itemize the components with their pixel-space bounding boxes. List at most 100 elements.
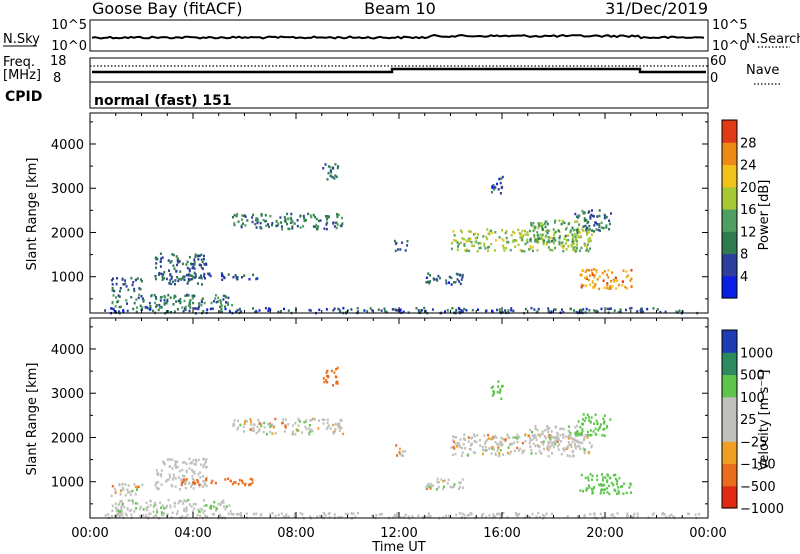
heatmap-cell xyxy=(199,471,202,474)
heatmap-cell xyxy=(148,512,151,516)
heatmap-cell xyxy=(614,279,617,282)
heatmap-cell xyxy=(533,234,536,237)
heatmap-cell xyxy=(182,502,185,505)
colorbar-segment xyxy=(722,120,737,143)
heatmap-cell xyxy=(668,515,671,519)
heatmap-cell xyxy=(542,243,545,246)
heatmap-cell xyxy=(541,513,544,517)
heatmap-cell xyxy=(591,229,594,232)
heatmap-cell xyxy=(237,220,240,223)
heatmap-cell xyxy=(241,479,244,483)
heatmap-cell xyxy=(519,235,522,238)
heatmap-cell xyxy=(453,234,456,237)
heatmap-cell xyxy=(610,481,613,485)
heatmap-cell xyxy=(452,485,455,488)
heatmap-cell xyxy=(584,270,587,273)
heatmap-cell xyxy=(630,269,633,272)
colorbar-segment xyxy=(722,164,737,188)
heatmap-cell xyxy=(523,250,526,253)
heatmap-cell xyxy=(187,498,190,502)
heatmap-cell xyxy=(630,285,633,288)
heatmap-cell xyxy=(126,302,128,305)
heatmap-cell xyxy=(576,515,579,518)
heatmap-cell xyxy=(189,299,192,302)
heatmap-cell xyxy=(245,512,248,515)
heatmap-cell xyxy=(574,212,577,216)
heatmap-cell xyxy=(371,514,374,517)
heatmap-cell xyxy=(503,249,506,252)
colorbar-segment xyxy=(722,396,737,420)
heatmap-cell xyxy=(223,505,226,508)
heatmap-cell xyxy=(309,515,312,518)
heatmap-cell xyxy=(487,246,489,249)
heatmap-cell xyxy=(588,224,591,228)
heatmap-cell xyxy=(334,163,337,166)
heatmap-cell xyxy=(233,223,236,227)
heatmap-cell xyxy=(133,289,136,293)
heatmap-cell xyxy=(322,422,325,425)
heatmap-cell xyxy=(316,228,318,231)
heatmap-cell xyxy=(464,447,467,450)
heatmap-cell xyxy=(490,446,493,449)
heatmap-cell xyxy=(542,440,545,443)
heatmap-cell xyxy=(577,227,580,230)
heatmap-cell xyxy=(187,280,190,283)
nsky-panel xyxy=(89,19,709,52)
heatmap-cell xyxy=(578,223,581,226)
heatmap-cell xyxy=(484,442,487,445)
heatmap-cell xyxy=(534,452,537,455)
heatmap-cell xyxy=(274,417,277,421)
heatmap-cell xyxy=(219,305,222,309)
heatmap-cell xyxy=(614,473,617,477)
heatmap-cell xyxy=(183,499,186,502)
heatmap-cell xyxy=(145,506,148,510)
heatmap-cell xyxy=(192,301,195,305)
heatmap-cell xyxy=(606,284,609,287)
heatmap-cell xyxy=(517,449,520,452)
heatmap-cell xyxy=(431,308,434,311)
colorbar-tick-label: −500 xyxy=(740,480,776,495)
heatmap-cell xyxy=(211,479,214,483)
heatmap-cell xyxy=(587,451,590,455)
heatmap-cell xyxy=(455,445,458,448)
heatmap-cell xyxy=(504,231,507,235)
heatmap-cell xyxy=(188,481,191,485)
heatmap-cell xyxy=(205,484,208,488)
heatmap-cell xyxy=(140,280,143,283)
heatmap-cell xyxy=(153,504,156,507)
heatmap-cell xyxy=(159,260,162,263)
heatmap-cell xyxy=(459,481,462,484)
heatmap-cell xyxy=(600,473,603,476)
heatmap-cell xyxy=(549,248,552,252)
heatmap-cell xyxy=(284,424,287,427)
heatmap-cell xyxy=(505,246,508,250)
heatmap-cell xyxy=(335,381,338,385)
heatmap-cell xyxy=(202,511,205,514)
heatmap-cell xyxy=(176,263,178,267)
heatmap-cell xyxy=(262,430,265,434)
heatmap-cell xyxy=(417,514,420,517)
heatmap-cell xyxy=(111,286,114,290)
heatmap-cell xyxy=(610,514,613,517)
heatmap-cell xyxy=(190,278,193,281)
heatmap-cell xyxy=(499,388,502,391)
heatmap-cell xyxy=(528,248,531,251)
heatmap-cell xyxy=(208,272,211,276)
heatmap-cell xyxy=(574,246,577,249)
heatmap-cell xyxy=(161,278,164,281)
heatmap-cell xyxy=(580,309,583,312)
heatmap-cell xyxy=(640,307,643,310)
heatmap-cell xyxy=(333,430,336,433)
heatmap-cell xyxy=(639,309,642,312)
heatmap-cell xyxy=(588,236,591,240)
heatmap-cell xyxy=(530,223,533,227)
heatmap-cell xyxy=(491,309,493,313)
heatmap-cell xyxy=(124,282,127,285)
heatmap-cell xyxy=(126,508,129,511)
heatmap-cell xyxy=(185,508,188,511)
heatmap-cell xyxy=(217,296,220,300)
heatmap-cell xyxy=(564,234,567,238)
heatmap-cell xyxy=(184,305,187,309)
heatmap-cell xyxy=(231,482,234,486)
heatmap-cell xyxy=(471,308,474,312)
